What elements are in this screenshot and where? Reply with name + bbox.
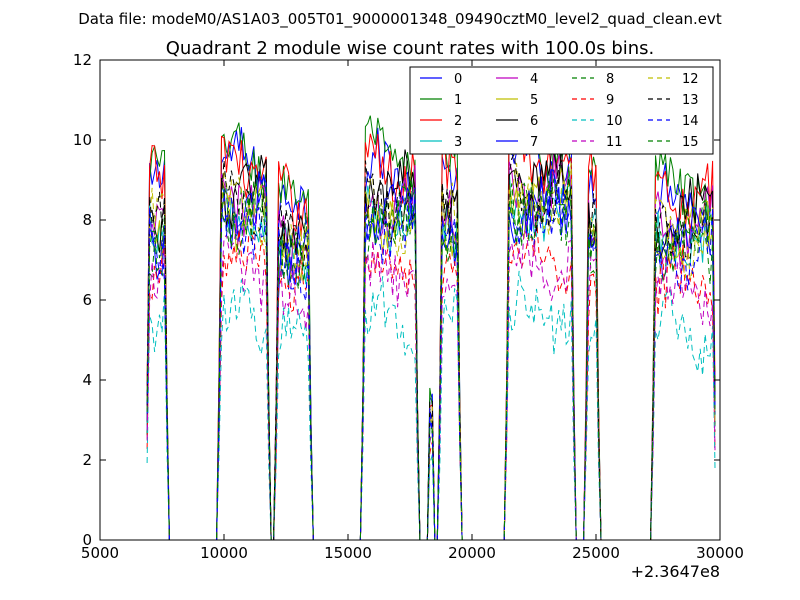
series-line-0: [146, 121, 716, 540]
legend-label-9: 9: [606, 93, 614, 108]
legend-label-7: 7: [530, 135, 538, 150]
series-line-6: [146, 145, 716, 540]
series-line-2: [146, 113, 716, 540]
y-tick-label: 2: [82, 451, 92, 469]
x-tick-label: 10000: [200, 544, 248, 562]
series-line-10: [146, 270, 716, 540]
x-tick-label: 30000: [696, 544, 744, 562]
chart-title: Quadrant 2 module wise count rates with …: [166, 38, 655, 59]
legend-label-10: 10: [606, 114, 623, 129]
legend-label-14: 14: [682, 114, 699, 129]
series-line-13: [146, 152, 716, 540]
legend-label-8: 8: [606, 72, 614, 87]
x-tick-label: 20000: [448, 544, 496, 562]
legend-label-13: 13: [682, 93, 699, 108]
x-tick-label: 15000: [324, 544, 372, 562]
series-line-1: [146, 104, 716, 540]
series-layer: [146, 104, 716, 540]
y-tick-label: 0: [82, 531, 92, 549]
legend-label-5: 5: [530, 93, 538, 108]
legend-label-2: 2: [454, 114, 462, 129]
legend-label-15: 15: [682, 135, 699, 150]
series-line-9: [146, 216, 716, 540]
series-line-14: [146, 184, 716, 540]
legend-label-12: 12: [682, 72, 699, 87]
x-offset-label: +2.3647e8: [631, 562, 720, 581]
y-tick-label: 8: [82, 211, 92, 229]
legend-label-4: 4: [530, 72, 538, 87]
x-tick-label: 25000: [572, 544, 620, 562]
series-line-5: [146, 168, 716, 540]
suptitle: Data file: modeM0/AS1A03_005T01_90000013…: [78, 10, 722, 29]
legend-label-1: 1: [454, 93, 462, 108]
series-line-11: [146, 228, 716, 540]
legend-box: [409, 66, 714, 155]
plot-frame: [99, 59, 721, 541]
legend-label-0: 0: [454, 72, 462, 87]
legend-label-3: 3: [454, 135, 462, 150]
legend-label-6: 6: [530, 114, 538, 129]
y-tick-label: 12: [73, 51, 92, 69]
y-tick-label: 10: [73, 131, 92, 149]
x-tick-label: 5000: [81, 544, 119, 562]
y-tick-label: 4: [82, 371, 92, 389]
legend-label-11: 11: [606, 135, 623, 150]
y-tick-label: 6: [82, 291, 92, 309]
